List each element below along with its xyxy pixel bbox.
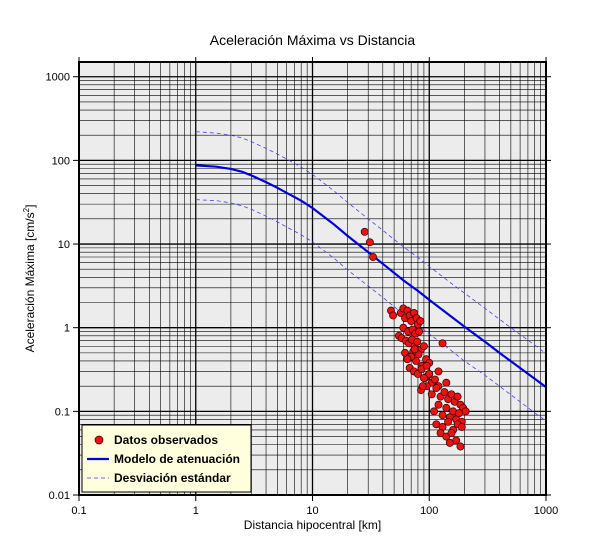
data-point xyxy=(432,384,441,392)
x-tick-label: 1 xyxy=(193,505,199,517)
x-tick-label: 10 xyxy=(306,505,318,517)
x-tick-label: 100 xyxy=(420,505,438,517)
data-point xyxy=(416,317,425,326)
x-tick-label: 0.1 xyxy=(71,505,86,517)
data-point xyxy=(430,407,439,416)
data-point xyxy=(436,429,445,438)
y-tick-label: 100 xyxy=(52,155,70,167)
data-point xyxy=(425,369,434,378)
data-point xyxy=(442,403,451,412)
legend-box xyxy=(81,424,252,493)
data-point xyxy=(456,442,465,451)
data-point xyxy=(442,378,451,387)
grid-lines xyxy=(78,62,546,496)
plot-frame xyxy=(78,61,547,496)
data-point xyxy=(438,339,447,348)
y-tick-label: 1 xyxy=(64,323,70,335)
data-point xyxy=(419,374,428,383)
series-layer xyxy=(195,131,546,451)
legend-label: Modelo de atenuación xyxy=(114,452,240,466)
series-line-deviation-2 xyxy=(195,131,546,354)
y-tick-label: 1000 xyxy=(46,72,70,84)
chart-title: Aceleración Máxima vs Distancia xyxy=(210,32,416,48)
data-point xyxy=(447,429,456,438)
data-point xyxy=(415,327,424,336)
data-point xyxy=(461,407,470,416)
data-point xyxy=(431,375,439,384)
y-tick-label: 10 xyxy=(58,239,70,251)
data-point xyxy=(455,409,464,418)
legend-label: Desviación estándar xyxy=(114,471,231,485)
data-point xyxy=(418,382,427,391)
data-point xyxy=(410,345,419,354)
data-point xyxy=(434,367,443,376)
data-point xyxy=(445,438,454,447)
legend-label: Datos observados xyxy=(114,433,218,447)
data-point xyxy=(440,388,449,397)
data-point xyxy=(453,392,462,401)
y-axis-label-main: Aceleración Máxima [cm/s xyxy=(23,212,37,352)
legend: Datos observados Modelo de atenuación Desv… xyxy=(81,424,252,493)
data-point xyxy=(365,238,374,247)
x-tick-label: 1000 xyxy=(534,505,558,517)
data-point xyxy=(360,227,369,236)
data-point xyxy=(444,417,453,426)
y-axis-label-end: ] xyxy=(23,205,37,208)
series-line-model xyxy=(195,164,546,388)
data-point xyxy=(438,411,447,420)
data-point xyxy=(457,423,466,431)
data-point xyxy=(422,361,431,370)
x-axis-label: Distancia hipocentral [km] xyxy=(244,518,381,532)
data-point xyxy=(369,253,377,261)
y-tick-label: 0.01 xyxy=(49,490,70,502)
y-axis-label-superscript: 2 xyxy=(22,207,31,212)
data-point xyxy=(427,390,436,399)
legend-marker-points xyxy=(94,435,104,445)
y-axis-label: Aceleración Máxima [cm/s2] xyxy=(22,205,37,353)
data-point xyxy=(389,311,398,320)
data-point xyxy=(403,355,412,364)
series-line-deviation-3 xyxy=(195,199,546,422)
y-tick-label: 0.1 xyxy=(55,406,70,418)
data-point xyxy=(413,337,422,346)
data-point xyxy=(419,342,428,351)
data-point xyxy=(434,400,443,409)
